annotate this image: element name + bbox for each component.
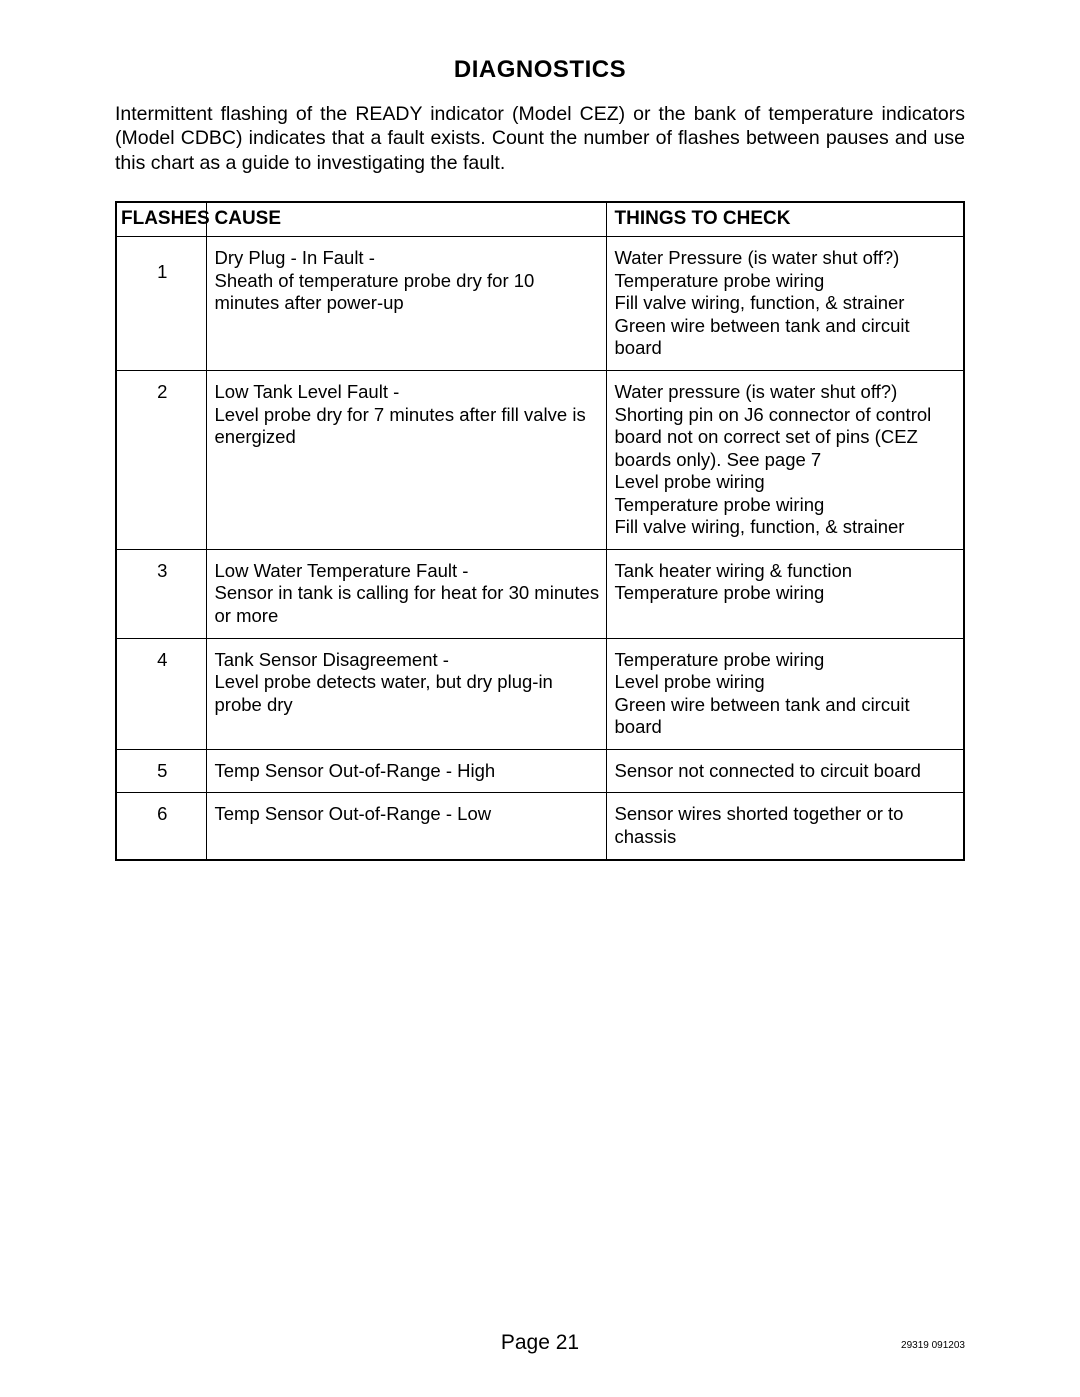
cell-check: Sensor wires shorted together or to chas… bbox=[606, 793, 964, 860]
document-id: 29319 091203 bbox=[901, 1340, 965, 1351]
table-row: 3Low Water Temperature Fault -Sensor in … bbox=[116, 549, 964, 638]
intro-paragraph: Intermittent flashing of the READY indic… bbox=[115, 102, 965, 175]
cell-cause: Low Water Temperature Fault -Sensor in t… bbox=[206, 549, 606, 638]
header-cause: CAUSE bbox=[206, 202, 606, 237]
table-row: 5Temp Sensor Out-of-Range - HighSensor n… bbox=[116, 749, 964, 793]
cell-cause: Temp Sensor Out-of-Range - Low bbox=[206, 793, 606, 860]
cell-check: Tank heater wiring & functionTemperature… bbox=[606, 549, 964, 638]
table-row: 1Dry Plug - In Fault -Sheath of temperat… bbox=[116, 237, 964, 371]
page: DIAGNOSTICS Intermittent flashing of the… bbox=[0, 0, 1080, 1397]
cell-cause: Dry Plug - In Fault -Sheath of temperatu… bbox=[206, 237, 606, 371]
cell-check: Temperature probe wiringLevel probe wiri… bbox=[606, 638, 964, 749]
cell-cause: Temp Sensor Out-of-Range - High bbox=[206, 749, 606, 793]
cell-flashes: 4 bbox=[116, 638, 206, 749]
cell-flashes: 6 bbox=[116, 793, 206, 860]
cell-flashes: 5 bbox=[116, 749, 206, 793]
cell-cause: Low Tank Level Fault -Level probe dry fo… bbox=[206, 370, 606, 549]
table-row: 4Tank Sensor Disagreement -Level probe d… bbox=[116, 638, 964, 749]
cell-flashes: 3 bbox=[116, 549, 206, 638]
page-title: DIAGNOSTICS bbox=[115, 56, 965, 84]
cell-flashes: 2 bbox=[116, 370, 206, 549]
cell-check: Sensor not connected to circuit board bbox=[606, 749, 964, 793]
table-row: 2Low Tank Level Fault -Level probe dry f… bbox=[116, 370, 964, 549]
cell-cause: Tank Sensor Disagreement -Level probe de… bbox=[206, 638, 606, 749]
table-row: 6Temp Sensor Out-of-Range - LowSensor wi… bbox=[116, 793, 964, 860]
cell-check: Water pressure (is water shut off?)Short… bbox=[606, 370, 964, 549]
header-flashes: FLASHES bbox=[116, 202, 206, 237]
header-check: THINGS TO CHECK bbox=[606, 202, 964, 237]
cell-flashes: 1 bbox=[116, 237, 206, 371]
cell-check: Water Pressure (is water shut off?)Tempe… bbox=[606, 237, 964, 371]
diagnostics-table: FLASHES CAUSE THINGS TO CHECK 1Dry Plug … bbox=[115, 201, 965, 860]
table-header-row: FLASHES CAUSE THINGS TO CHECK bbox=[116, 202, 964, 237]
